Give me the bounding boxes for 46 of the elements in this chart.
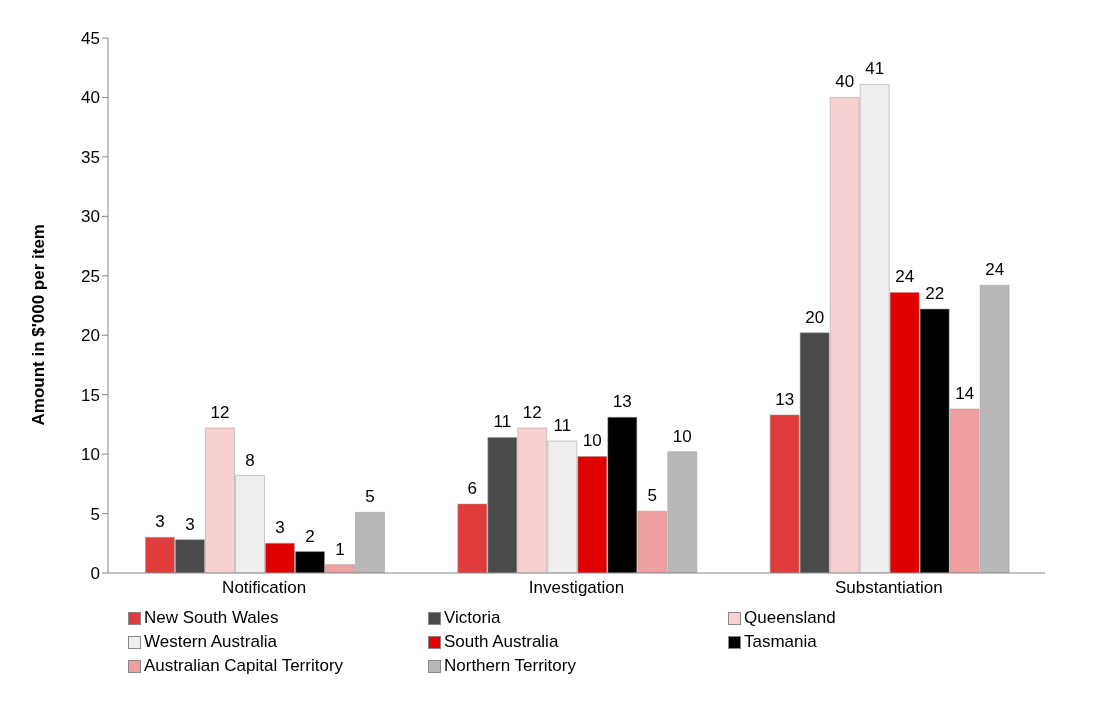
data-label: 12 [522, 402, 542, 422]
y-tick-label: 45 [81, 29, 100, 49]
y-tick-label: 30 [81, 207, 100, 227]
data-label: 11 [553, 416, 572, 436]
y-tick-label: 25 [81, 266, 100, 286]
legend-label: Northern Territory [444, 656, 576, 676]
data-label: 3 [185, 514, 195, 534]
data-label: 11 [493, 412, 512, 432]
legend-label: Western Australia [144, 632, 277, 652]
data-label: 6 [467, 479, 478, 499]
y-tick-label: 35 [81, 147, 100, 167]
x-tick-label: Investigation [528, 578, 625, 598]
data-label: 20 [805, 307, 825, 327]
legend-label: Victoria [444, 608, 501, 628]
data-label: 8 [245, 450, 255, 470]
legend-label: Tasmania [744, 632, 817, 652]
data-label: 24 [985, 260, 1005, 280]
data-label: 24 [895, 267, 915, 287]
legend-label: South Australia [444, 632, 559, 652]
legend-label: Australian Capital Territory [144, 656, 344, 676]
data-label: 5 [365, 487, 375, 507]
legend-label: Queensland [744, 608, 836, 628]
data-label: 41 [865, 59, 885, 79]
y-tick-label: 15 [81, 385, 100, 405]
data-label: 1 [335, 539, 345, 559]
y-tick-label: 10 [81, 445, 100, 465]
data-label: 22 [925, 284, 945, 304]
x-tick-label: Notification [222, 578, 307, 598]
data-label: 3 [275, 518, 285, 538]
data-label: 5 [647, 486, 658, 506]
data-label: 3 [155, 512, 165, 532]
y-tick-label: 5 [90, 504, 100, 524]
data-label: 2 [305, 526, 315, 546]
data-label: 13 [775, 389, 795, 409]
x-tick-label: Substantiation [834, 578, 943, 598]
data-label: 10 [672, 426, 692, 446]
y-tick-label: 20 [81, 326, 100, 346]
data-label: 14 [955, 383, 975, 403]
data-label: 13 [612, 392, 632, 412]
data-label: 12 [210, 402, 230, 422]
y-tick-label: 40 [81, 88, 100, 108]
data-label: 40 [835, 72, 855, 92]
data-label: 10 [582, 431, 602, 451]
y-axis-title: Amount in $'000 per item [29, 224, 49, 426]
y-tick-label: 0 [90, 564, 100, 584]
legend-label: New South Wales [144, 608, 279, 628]
